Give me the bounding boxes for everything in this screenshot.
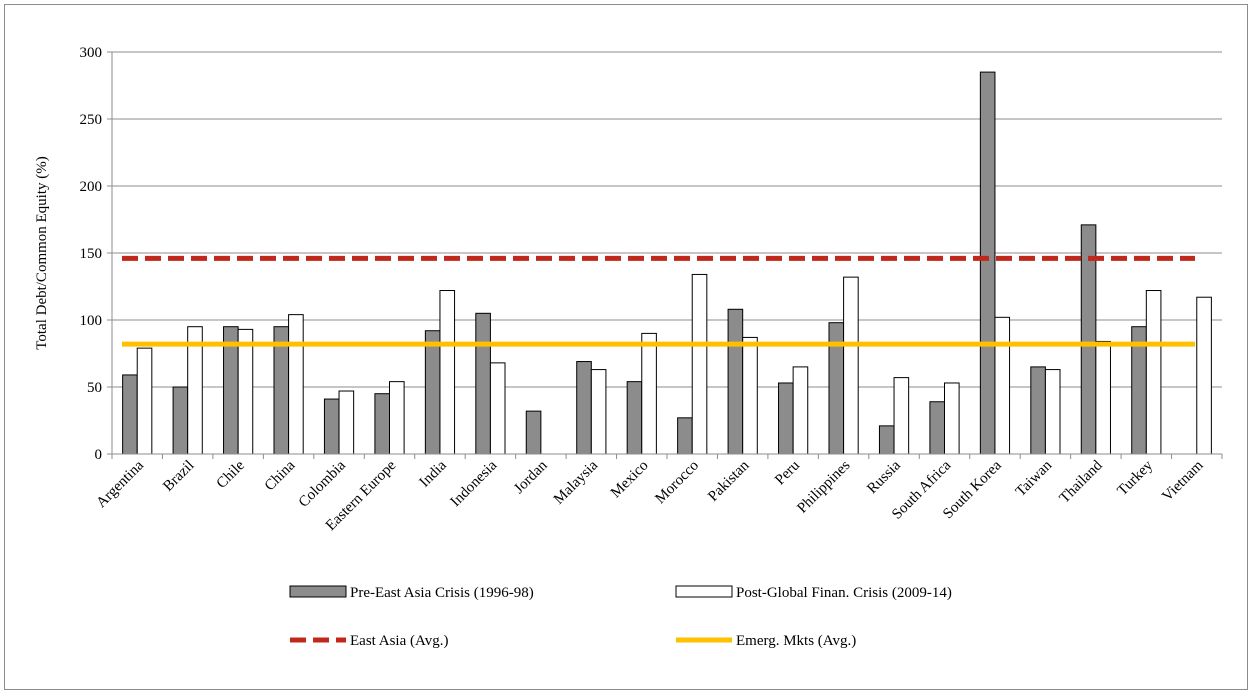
bar-post-crisis <box>389 381 405 455</box>
bar-post-crisis <box>237 328 254 455</box>
legend-item-pre-crisis: Pre-East Asia Crisis (1996-98) <box>289 585 534 601</box>
x-tick-label: Chile <box>214 457 249 492</box>
y-tick-label: 250 <box>80 112 103 128</box>
bar-post-crisis <box>439 290 456 455</box>
bar-pre-crisis <box>122 374 138 455</box>
x-tick-label: Taiwan <box>1013 457 1056 500</box>
x-tick-label: Turkey <box>1115 457 1157 499</box>
legend-label-pre-crisis: Pre-East Asia Crisis (1996-98) <box>350 585 534 601</box>
bar-pre-crisis <box>979 71 996 455</box>
x-tick-label: India <box>417 457 450 490</box>
x-tick-label: Peru <box>772 457 803 488</box>
bar-pre-crisis <box>475 312 491 455</box>
bar-post-crisis <box>288 314 304 455</box>
x-tick-label: Russia <box>864 457 904 497</box>
x-tick-label: China <box>262 457 299 494</box>
x-tick-label: Indonesia <box>448 457 501 510</box>
x-tick-label: Thailand <box>1057 457 1106 506</box>
y-tick-label: 0 <box>95 447 103 463</box>
bar-pre-crisis <box>424 330 441 455</box>
bar-post-crisis <box>1196 296 1212 455</box>
legend-item-post-crisis: Post-Global Finan. Crisis (2009-14) <box>675 585 952 601</box>
legend-label-emerg-mkts-avg: Emerg. Mkts (Avg.) <box>736 633 856 649</box>
bar-post-crisis <box>994 316 1011 455</box>
legend-swatch-post-crisis <box>675 585 733 598</box>
x-tick-label: Colombia <box>296 457 349 510</box>
y-tick-label: 300 <box>80 45 103 61</box>
y-tick-label: 150 <box>80 246 103 262</box>
bar-post-crisis <box>1044 369 1061 455</box>
bar-pre-crisis <box>323 398 340 455</box>
y-axis-title: Total Debt/Common Equity (%) <box>34 156 50 350</box>
bar-pre-crisis <box>878 425 895 455</box>
bar-pre-crisis <box>525 410 542 455</box>
legend-label-post-crisis: Post-Global Finan. Crisis (2009-14) <box>736 585 952 601</box>
bar-post-crisis <box>489 362 506 455</box>
bar-post-crisis <box>136 347 153 455</box>
bar-post-crisis <box>641 332 657 455</box>
x-tick-label: Mexico <box>608 458 652 502</box>
bar-post-crisis <box>742 336 758 455</box>
bars <box>122 71 1212 455</box>
axes: 0 50 100 150 200 250 300 Argentina Brazil Chile Ch… <box>80 45 1223 534</box>
bar-pre-crisis <box>576 361 592 455</box>
bar-pre-crisis <box>778 382 794 455</box>
bar-pre-crisis <box>172 386 189 455</box>
x-tick-label: Argentina <box>94 457 148 511</box>
x-tick-label: Morocco <box>652 458 702 508</box>
chart-frame <box>4 4 1248 690</box>
x-tick-label: Malaysia <box>551 457 601 507</box>
x-tick-label: Jordan <box>511 457 551 497</box>
y-tick-label: 100 <box>80 313 103 329</box>
bar-pre-crisis <box>929 401 946 455</box>
bar-post-crisis <box>590 369 607 455</box>
legend-item-emerg-mkts-avg: Emerg. Mkts (Avg.) <box>676 633 856 649</box>
bar-pre-crisis <box>626 381 643 455</box>
bar-post-crisis <box>1095 340 1111 455</box>
bar-post-crisis <box>893 377 910 455</box>
bar-post-crisis <box>792 366 809 455</box>
x-tick-label: Vietnam <box>1159 457 1206 504</box>
x-tick-label: Brazil <box>160 458 197 495</box>
x-tick-label: Pakistan <box>705 457 753 505</box>
y-tick-label: 200 <box>80 179 103 195</box>
bar-post-crisis <box>944 382 960 455</box>
bar-post-crisis <box>691 273 708 455</box>
bar-post-crisis <box>338 390 355 455</box>
reference-lines <box>122 255 1195 347</box>
bar-pre-crisis <box>374 393 390 455</box>
x-tick-label: Philippines <box>794 457 853 516</box>
legend-label-east-asia-avg: East Asia (Avg.) <box>350 633 448 649</box>
bar-pre-crisis <box>727 308 744 455</box>
bar-pre-crisis <box>1030 366 1046 455</box>
bar-pre-crisis <box>677 417 693 455</box>
legend-item-east-asia-avg: East Asia (Avg.) <box>290 633 448 649</box>
legend-swatch-pre-crisis <box>289 585 347 598</box>
legend: Pre-East Asia Crisis (1996-98) Post-Glob… <box>289 585 952 649</box>
y-tick-label: 50 <box>87 380 102 396</box>
bar-post-crisis <box>843 276 859 455</box>
bar-post-crisis <box>1145 290 1162 455</box>
